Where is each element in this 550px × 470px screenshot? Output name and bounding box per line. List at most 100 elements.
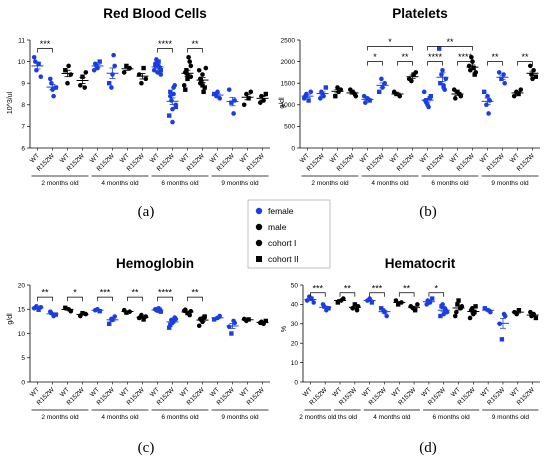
category-label: R152W (36, 152, 57, 173)
data-point-square (124, 63, 129, 69)
data-point-square (369, 300, 375, 305)
ylabel-d: % (281, 326, 288, 332)
panel-title-a: Red Blood Cells (103, 6, 207, 21)
significance-bracket (428, 292, 445, 297)
data-point (363, 100, 368, 105)
group-label: 9 months old (491, 180, 529, 187)
significance-label: ** (191, 39, 199, 49)
significance-label: *** (40, 39, 51, 49)
data-point (158, 72, 164, 77)
significance-label: ** (521, 52, 529, 62)
data-point-square (97, 59, 102, 64)
ylabel-c: g/dl (7, 313, 14, 325)
group-label: 2 months old (299, 414, 337, 421)
data-point-square (326, 306, 331, 311)
group-label: 6 months old (433, 414, 471, 421)
data-point (48, 76, 53, 82)
data-point (121, 70, 127, 75)
data-point (83, 70, 89, 75)
category-label: R152W (396, 152, 417, 173)
data-point (421, 89, 427, 95)
significance-label: * (73, 288, 77, 298)
data-point (452, 313, 458, 319)
data-point-square (533, 74, 538, 79)
data-point (231, 318, 236, 324)
data-point (320, 302, 326, 307)
ylabel-a: 10^3/ul (7, 91, 14, 114)
data-point-square (263, 91, 268, 97)
data-point (196, 67, 202, 73)
category-label: R152W (126, 152, 147, 173)
category-label: R152W (126, 386, 147, 407)
data-point (487, 98, 493, 103)
data-point-square (156, 59, 161, 64)
data-point (413, 70, 419, 75)
data-point-square (456, 298, 461, 303)
data-point-square (167, 325, 172, 330)
group-label: 2 months old (41, 414, 79, 421)
category-label: R152W (36, 386, 57, 407)
data-point-square (472, 72, 477, 77)
significance-bracket (67, 296, 83, 302)
data-point-square (167, 113, 172, 118)
data-point-square (63, 305, 68, 310)
data-point (379, 76, 384, 82)
y-tick-label: 1500 (281, 81, 296, 88)
data-point-square (229, 100, 234, 105)
category-label: R152W (96, 386, 117, 407)
significance-bracket (37, 48, 53, 53)
group-label: 6 months old (161, 180, 199, 187)
data-point (469, 305, 475, 311)
data-point-square (437, 46, 442, 51)
data-point (530, 76, 535, 82)
data-point (139, 80, 144, 86)
category-label: R152W (156, 152, 177, 173)
y-tick-label: 10 (291, 360, 299, 367)
category-label: R152W (216, 152, 237, 173)
data-point (196, 323, 202, 329)
significance-label: *** (100, 288, 111, 298)
data-point (531, 67, 536, 73)
category-label: R152W (338, 386, 359, 407)
data-point-square (201, 315, 206, 321)
data-point-square (97, 308, 102, 314)
data-point-square (516, 308, 522, 313)
significance-bracket (339, 292, 356, 297)
data-point (511, 93, 517, 99)
data-point-square (173, 104, 178, 110)
y-tick-label: 6 (21, 145, 25, 152)
data-point (169, 98, 174, 103)
panel-title-b: Platelets (392, 6, 448, 21)
y-tick-label: 2000 (281, 59, 296, 66)
group-label: 4 months old (101, 414, 139, 421)
data-point (441, 83, 446, 88)
data-point-square (333, 93, 338, 99)
data-point (111, 52, 116, 58)
y-tick-label: 10 (18, 59, 26, 66)
data-point (409, 78, 414, 84)
data-point (415, 302, 420, 307)
data-point (155, 70, 160, 75)
significance-label: **** (158, 39, 173, 49)
significance-label: **** (458, 52, 473, 62)
category-label: WT (329, 152, 341, 164)
panel-label-b: (b) (419, 204, 437, 220)
legend-marker-cohort-i (255, 239, 263, 247)
data-point-square (263, 318, 268, 324)
group-label: 4 months old (371, 180, 409, 187)
category-label: R152W (516, 386, 537, 407)
data-point (172, 315, 177, 320)
category-label: WT (419, 152, 431, 164)
category-label: R152W (216, 386, 237, 407)
legend-marker-female (255, 207, 263, 215)
category-label: WT (149, 386, 161, 398)
data-point (451, 87, 457, 92)
data-point (231, 111, 236, 116)
category-label: R152W (306, 152, 327, 173)
category-label: R152W (456, 152, 477, 173)
category-label: WT (209, 152, 221, 164)
data-point-square (499, 337, 505, 342)
data-point (486, 111, 491, 116)
data-point (502, 80, 508, 86)
significance-label: ** (41, 288, 49, 298)
